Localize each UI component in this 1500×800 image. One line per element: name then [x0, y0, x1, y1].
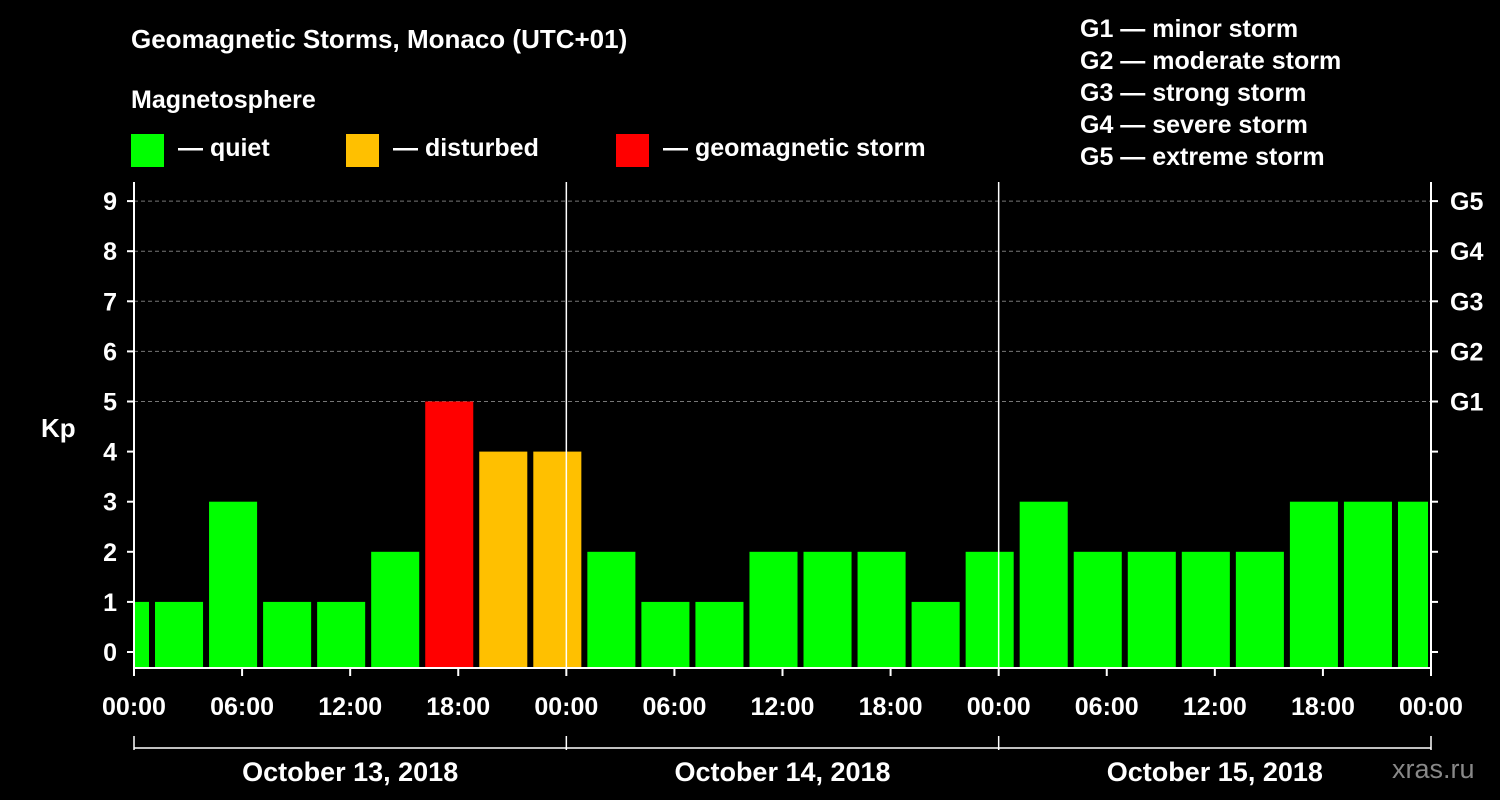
- y-tick-label-3: 3: [103, 489, 117, 517]
- bar-1: [155, 601, 204, 668]
- bar-8: [533, 451, 582, 668]
- legend-label-storm: — geomagnetic storm: [663, 134, 926, 162]
- bar-4: [317, 601, 366, 668]
- bar-3: [263, 601, 312, 668]
- bar-11: [695, 601, 744, 668]
- g-tick-label-g3: G3: [1450, 288, 1483, 316]
- x-tick-label-7: 18:00: [859, 693, 923, 721]
- x-tick-label-11: 18:00: [1291, 693, 1355, 721]
- bar-13: [803, 551, 852, 668]
- legend-swatch-storm: [616, 134, 649, 167]
- bar-15: [911, 601, 960, 668]
- bar-18: [1073, 551, 1122, 668]
- bar-14: [857, 551, 906, 668]
- g-tick-label-g1: G1: [1450, 389, 1483, 417]
- g-tick-label-g5: G5: [1450, 188, 1483, 216]
- x-tick-label-10: 12:00: [1183, 693, 1247, 721]
- g-tick-label-g4: G4: [1450, 238, 1483, 266]
- date-label-1: October 14, 2018: [674, 757, 890, 787]
- y-tick-label-5: 5: [103, 389, 117, 417]
- y-tick-label-1: 1: [103, 589, 117, 617]
- bar-0: [135, 601, 150, 668]
- y-tick-label-8: 8: [103, 238, 117, 266]
- y-tick-label-4: 4: [103, 439, 117, 467]
- x-tick-label-12: 00:00: [1399, 693, 1463, 721]
- y-tick-label-7: 7: [103, 288, 117, 316]
- y-tick-label-0: 0: [103, 639, 117, 667]
- bar-17: [1019, 501, 1068, 668]
- g-level-g2: G2 — moderate storm: [1080, 47, 1342, 75]
- date-label-2: October 15, 2018: [1107, 757, 1323, 787]
- x-tick-label-5: 06:00: [642, 693, 706, 721]
- g-level-g5: G5 — extreme storm: [1080, 143, 1325, 171]
- bar-19: [1127, 551, 1176, 668]
- x-tick-label-1: 06:00: [210, 693, 274, 721]
- bar-7: [479, 451, 528, 668]
- bar-10: [641, 601, 690, 668]
- date-label-0: October 13, 2018: [242, 757, 458, 787]
- bar-9: [587, 551, 636, 668]
- g-level-g1: G1 — minor storm: [1080, 15, 1299, 43]
- g-level-g3: G3 — strong storm: [1080, 79, 1307, 107]
- bar-20: [1181, 551, 1230, 668]
- x-tick-label-8: 00:00: [967, 693, 1031, 721]
- x-tick-label-9: 06:00: [1075, 693, 1139, 721]
- watermark: xras.ru: [1392, 754, 1475, 784]
- y-tick-label-9: 9: [103, 188, 117, 216]
- bar-6: [425, 401, 474, 668]
- y-tick-label-2: 2: [103, 539, 117, 567]
- y-axis-label: Kp: [41, 413, 76, 443]
- legend-swatch-disturbed: [346, 134, 379, 167]
- bar-2: [209, 501, 258, 668]
- y-tick-label-6: 6: [103, 338, 117, 366]
- chart-title: Geomagnetic Storms, Monaco (UTC+01): [131, 24, 628, 54]
- legend-label-disturbed: — disturbed: [393, 134, 539, 162]
- g-level-g4: G4 — severe storm: [1080, 111, 1308, 139]
- legend-label-quiet: — quiet: [178, 134, 270, 162]
- chart-subtitle: Magnetosphere: [131, 86, 316, 114]
- bar-23: [1343, 501, 1392, 668]
- bar-12: [749, 551, 798, 668]
- x-tick-label-6: 12:00: [751, 693, 815, 721]
- x-tick-label-0: 00:00: [102, 693, 166, 721]
- bar-16: [965, 551, 1014, 668]
- x-tick-label-2: 12:00: [318, 693, 382, 721]
- bar-21: [1235, 551, 1284, 668]
- g-tick-label-g2: G2: [1450, 338, 1483, 366]
- bar-5: [371, 551, 420, 668]
- legend-swatch-quiet: [131, 134, 164, 167]
- x-tick-label-4: 00:00: [534, 693, 598, 721]
- bar-22: [1289, 501, 1338, 668]
- bar-24: [1397, 501, 1428, 668]
- x-tick-label-3: 18:00: [426, 693, 490, 721]
